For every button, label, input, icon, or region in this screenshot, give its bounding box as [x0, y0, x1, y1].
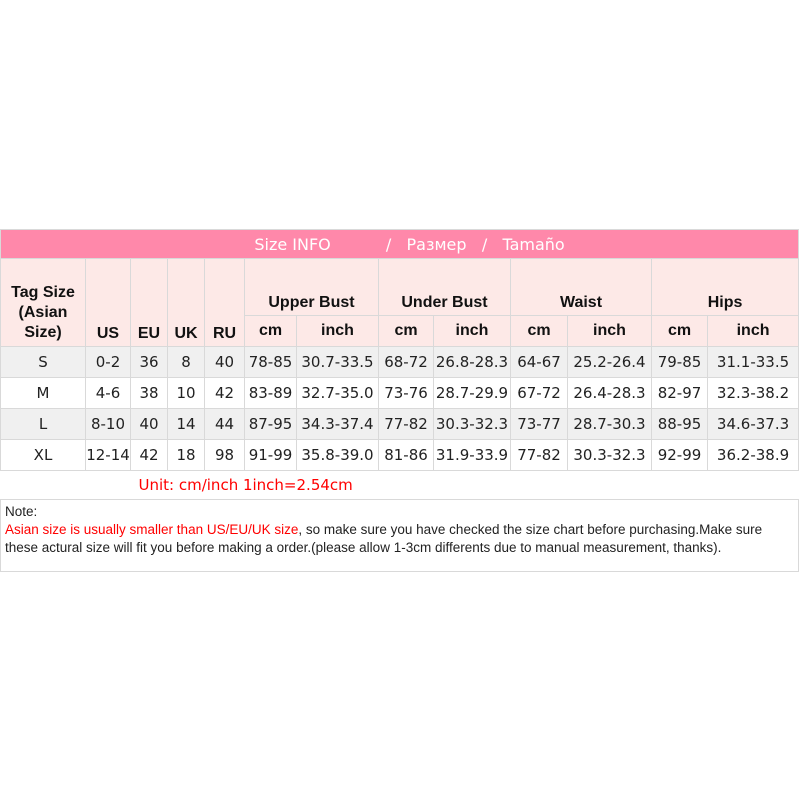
unit-row: Unit: cm/inch 1inch=2.54cm	[0, 470, 799, 500]
title-es: Tamaño	[502, 234, 565, 254]
table-cell: 30.3-32.3	[433, 408, 511, 440]
table-cell: 26.4-28.3	[567, 377, 652, 409]
table-cell: 28.7-30.3	[567, 408, 652, 440]
title-main: Size INFO	[254, 234, 331, 254]
header-tag-size: Tag Size (Asian Size)	[0, 258, 86, 347]
table-cell: 8	[167, 346, 205, 378]
header-under-bust: Under Bust	[378, 258, 511, 316]
subheader-cm: cm	[651, 315, 708, 347]
subheader-cm: cm	[510, 315, 568, 347]
subheader-inch: inch	[433, 315, 511, 347]
table-cell: 68-72	[378, 346, 434, 378]
table-cell: 38	[130, 377, 168, 409]
table-cell: 35.8-39.0	[296, 439, 379, 471]
title-sep: /	[385, 234, 392, 254]
title-ru: Размер	[406, 234, 467, 254]
table-cell: 81-86	[378, 439, 434, 471]
table-cell: 32.7-35.0	[296, 377, 379, 409]
table-title: Size INFO / Размер / Tamaño	[0, 229, 800, 259]
table-cell: 73-77	[510, 408, 568, 440]
table-cell: 8-10	[85, 408, 131, 440]
table-cell: 87-95	[244, 408, 297, 440]
subheader-cm: cm	[244, 315, 297, 347]
table-cell: 64-67	[510, 346, 568, 378]
unit-text: Unit: cm/inch 1inch=2.54cm	[0, 470, 799, 500]
table-cell: 10	[167, 377, 205, 409]
tag-size-cell: S	[0, 346, 86, 378]
tag-size-cell: L	[0, 408, 86, 440]
note-text: Note: Asian size is usually smaller than…	[0, 499, 800, 572]
table-cell: 73-76	[378, 377, 434, 409]
header-eu: EU	[130, 258, 168, 347]
subheader-inch: inch	[706, 315, 800, 347]
table-cell: 26.8-28.3	[433, 346, 511, 378]
subheader-cm: cm	[378, 315, 434, 347]
header-row: Tag Size (Asian Size) US EU UK RU Upper …	[0, 258, 800, 347]
table-row: L 8-10 40 14 44 87-95 34.3-37.4 77-82 30.3-32.3 7…	[0, 408, 800, 440]
note-label: Note:	[5, 504, 38, 519]
table-cell: 31.9-33.9	[433, 439, 511, 471]
table-cell: 78-85	[244, 346, 297, 378]
table-cell: 36.2-38.9	[706, 439, 800, 471]
table-cell: 40	[204, 346, 245, 378]
table-cell: 28.7-29.9	[433, 377, 511, 409]
subheader-inch: inch	[296, 315, 379, 347]
tag-size-cell: XL	[0, 439, 86, 471]
header-ru: RU	[204, 258, 245, 347]
table-cell: 82-97	[651, 377, 708, 409]
table-cell: 91-99	[244, 439, 297, 471]
table-cell: 18	[167, 439, 205, 471]
note-row: Note: Asian size is usually smaller than…	[0, 499, 800, 572]
title-sep: /	[481, 234, 488, 254]
table-cell: 0-2	[85, 346, 131, 378]
table-cell: 30.3-32.3	[567, 439, 652, 471]
table-cell: 14	[167, 408, 205, 440]
note-warning: Asian size is usually smaller than US/EU…	[5, 522, 299, 537]
header-waist: Waist	[510, 258, 652, 316]
table-cell: 36	[130, 346, 168, 378]
subheader-inch: inch	[567, 315, 652, 347]
note-body: , so make sure you have checked the size…	[5, 522, 763, 555]
table-row: XL 12-14 42 18 98 91-99 35.8-39.0 81-86 31.9-33.…	[0, 439, 800, 471]
table-cell: 30.7-33.5	[296, 346, 379, 378]
table-cell: 42	[204, 377, 245, 409]
table-cell: 92-99	[651, 439, 708, 471]
table-cell: 88-95	[651, 408, 708, 440]
header-uk: UK	[167, 258, 205, 347]
table-cell: 34.6-37.3	[706, 408, 800, 440]
table-cell: 34.3-37.4	[296, 408, 379, 440]
table-cell: 40	[130, 408, 168, 440]
table-cell: 4-6	[85, 377, 131, 409]
subheader-row: cm inch cm inch cm inch cm inch	[1, 315, 800, 347]
table-cell: 77-82	[510, 439, 568, 471]
table-cell: 98	[204, 439, 245, 471]
table-row: S 0-2 36 8 40 78-85 30.7-33.5 68-72 26.8-28.3 64-…	[0, 346, 800, 378]
table-cell: 31.1-33.5	[706, 346, 800, 378]
table-cell: 12-14	[85, 439, 131, 471]
table-cell: 25.2-26.4	[567, 346, 652, 378]
tag-size-cell: M	[0, 377, 86, 409]
size-chart: Size INFO / Размер / Tamaño Tag Size (As…	[0, 229, 800, 572]
title-row: Size INFO / Размер / Tamaño	[0, 229, 800, 259]
size-table: Size INFO / Размер / Tamaño Tag Size (As…	[0, 229, 800, 572]
table-cell: 42	[130, 439, 168, 471]
table-cell: 79-85	[651, 346, 708, 378]
table-cell: 77-82	[378, 408, 434, 440]
table-cell: 32.3-38.2	[706, 377, 800, 409]
table-row: M 4-6 38 10 42 83-89 32.7-35.0 73-76 28.7-29.9 67…	[0, 377, 800, 409]
table-cell: 44	[204, 408, 245, 440]
table-cell: 67-72	[510, 377, 568, 409]
header-us: US	[85, 258, 131, 347]
header-hips: Hips	[650, 258, 800, 316]
table-cell: 83-89	[244, 377, 297, 409]
header-upper-bust: Upper Bust	[244, 258, 379, 316]
